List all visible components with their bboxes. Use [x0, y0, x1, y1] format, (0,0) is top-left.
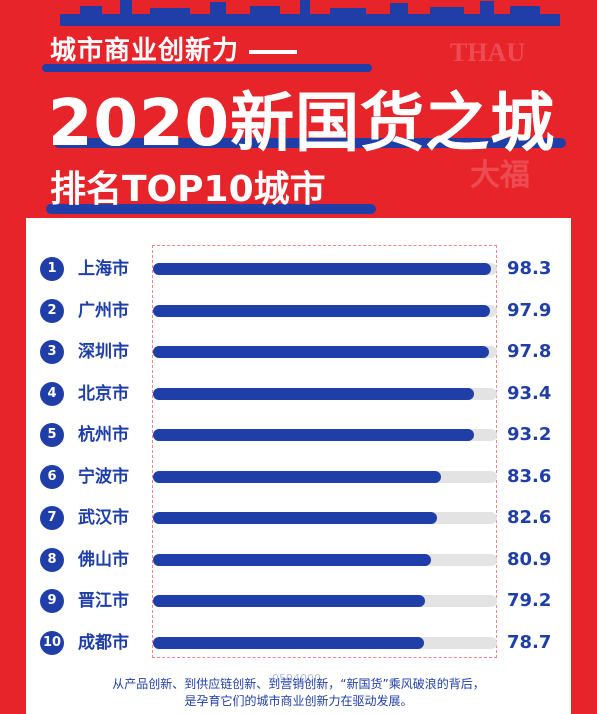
subtitle-text: 城市商业创新力	[50, 36, 240, 66]
value-label: 80.9	[507, 548, 552, 570]
bar-track	[153, 346, 497, 358]
header: THAU 大福 城市商业创新力 2020新国货之城 排名TOP10城市	[0, 0, 597, 218]
bar	[153, 346, 489, 358]
page-title-text: 2020新国货之城	[48, 87, 556, 161]
bar	[153, 470, 441, 483]
bar-row: 7 武汉市 82.6	[0, 505, 597, 531]
bar	[153, 263, 491, 275]
category-label: 上海市	[78, 259, 129, 279]
bar	[153, 387, 474, 400]
category-label: 宁波市	[78, 466, 129, 487]
watermark: 0594000	[272, 672, 321, 685]
value-label: 97.8	[507, 341, 552, 362]
ranking-title-text: 排名TOP10城市	[50, 169, 326, 210]
bar-track	[153, 512, 497, 524]
category-label: 佛山市	[78, 549, 129, 570]
value-label: 97.9	[507, 299, 552, 321]
page-title: 2020新国货之城	[48, 72, 566, 164]
bar-track	[153, 636, 497, 649]
rank-badge: 10	[40, 630, 64, 655]
category-label: 广州市	[78, 300, 129, 321]
value-label: 98.3	[507, 258, 552, 279]
bar-track	[153, 304, 497, 317]
bar-row: 3 深圳市 97.8	[0, 339, 597, 365]
rank-badge: 2	[40, 298, 64, 323]
bar-row: 5 杭州市 93.2	[0, 422, 597, 448]
value-label: 93.4	[507, 382, 552, 404]
category-label: 北京市	[78, 383, 129, 404]
background-text: THAU	[450, 38, 526, 67]
category-label: 成都市	[78, 632, 129, 653]
value-label: 82.6	[507, 507, 552, 528]
value-label: 93.2	[507, 424, 552, 445]
bar-track	[153, 595, 497, 607]
skyline-icon	[60, 0, 560, 26]
footer: 从产品创新、到供应链创新、到营销创新，“新国货”乘风破浪的背后， 是孕育它们的城…	[26, 676, 571, 710]
rank-badge: 3	[40, 340, 64, 364]
ranking-underline	[46, 204, 376, 214]
category-label: 武汉市	[78, 508, 129, 528]
rank-badge: 9	[40, 589, 64, 613]
bar-row: 1 上海市 98.3	[0, 256, 597, 282]
bar	[153, 553, 431, 566]
subtitle-underline	[42, 64, 372, 72]
rank-badge: 8	[40, 547, 64, 572]
ranking-title: 排名TOP10城市	[46, 160, 376, 214]
rank-badge: 7	[40, 506, 64, 530]
category-label: 晋江市	[78, 591, 129, 611]
bar-track	[153, 553, 497, 566]
category-label: 杭州市	[78, 425, 129, 445]
bar-track	[153, 263, 497, 275]
bar	[153, 429, 474, 441]
rank-badge: 5	[40, 423, 64, 447]
bar-row: 2 广州市 97.9	[0, 298, 597, 324]
value-label: 83.6	[507, 465, 552, 487]
rank-badge: 4	[40, 381, 64, 406]
category-label: 深圳市	[78, 342, 129, 362]
bar	[153, 636, 424, 649]
chart-plot-area	[152, 245, 497, 658]
bar	[153, 595, 425, 607]
subtitle: 城市商业创新力	[42, 30, 372, 72]
footer-line-1: 从产品创新、到供应链创新、到营销创新，“新国货”乘风破浪的背后，	[112, 677, 485, 691]
rank-badge: 1	[40, 257, 64, 281]
bar-track	[153, 387, 497, 400]
bar	[153, 304, 490, 317]
bar-row: 10 成都市 78.7	[0, 630, 597, 656]
bar-track	[153, 429, 497, 441]
footer-line-2: 是孕育它们的城市商业创新力在驱动发展。	[184, 694, 413, 708]
bar-track	[153, 470, 497, 483]
background-text: 大福	[470, 159, 530, 192]
bar-row: 6 宁波市 83.6	[0, 464, 597, 490]
chart-panel	[26, 218, 571, 714]
bar-row: 8 佛山市 80.9	[0, 547, 597, 573]
bar-row: 4 北京市 93.4	[0, 381, 597, 407]
value-label: 78.7	[507, 631, 552, 653]
bar-row: 9 晋江市 79.2	[0, 588, 597, 614]
subtitle-dash	[249, 49, 298, 54]
value-label: 79.2	[507, 590, 552, 611]
bar	[153, 512, 437, 524]
title-underline	[54, 138, 566, 148]
rank-badge: 6	[40, 464, 64, 489]
